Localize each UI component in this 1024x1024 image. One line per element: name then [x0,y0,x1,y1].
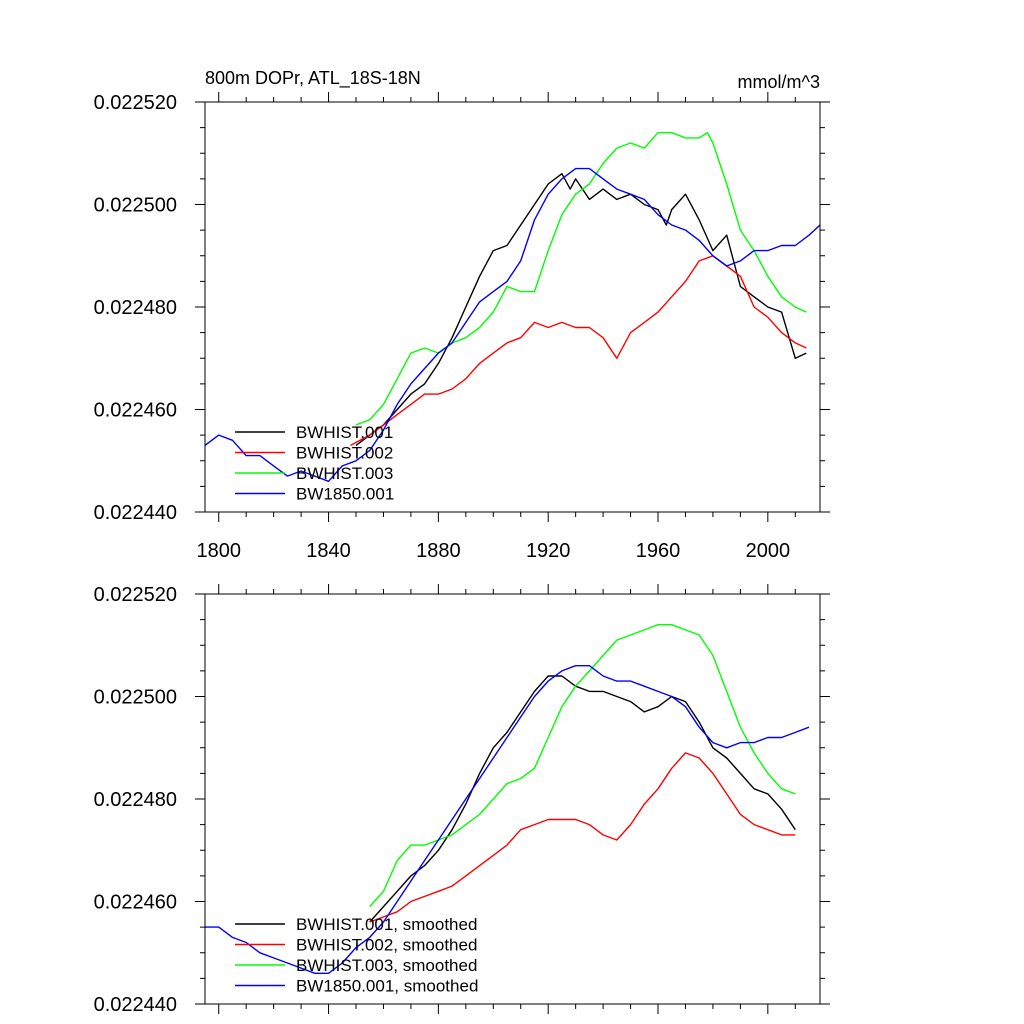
x-tick-label: 1840 [306,540,351,562]
legend-label: BWHIST.002 [296,444,393,463]
series-line-3 [369,624,796,908]
legend-label: BWHIST.003, smoothed [296,956,477,975]
x-tick-label: 1800 [196,540,241,562]
bottom-panel: 0.022440 0.022460 0.022480 0.022500 0.022520… [94,584,830,1016]
series-layer [205,624,810,974]
chart-title: 800m DOPr, ATL_18S-18N [205,68,421,89]
series-line-4 [205,167,820,482]
y-tick-label: 0.022480 [94,789,177,811]
series-line-3 [355,132,807,426]
y-tick-label: 0.022500 [94,195,177,217]
series-line-4 [205,665,810,974]
x-tick-label: 1920 [526,540,571,562]
series-line-2 [350,255,807,447]
y-tick-label: 0.022520 [94,584,177,606]
top-panel: 800m DOPr, ATL_18S-18N mmol/m^3 0.022440… [94,68,830,562]
series-line-2 [369,752,796,923]
y-tick-label: 0.022440 [94,502,177,524]
x-tick-label: 1960 [636,540,681,562]
tick-marks [195,92,830,522]
y-tick-label: 0.022460 [94,400,177,422]
x-tick-label: 2000 [746,540,791,562]
x-tick-label: 1880 [416,540,461,562]
tick-marks [195,584,830,1014]
legend-label: BW1850.001, smoothed [296,977,478,996]
legend-label: BWHIST.001, smoothed [296,915,477,934]
legend: BWHIST.001, smoothed BWHIST.002, smoothed… [235,915,478,996]
legend-label: BWHIST.002, smoothed [296,936,477,955]
legend-label: BW1850.001 [296,485,394,504]
y-tick-label: 0.022520 [94,92,177,114]
y-tick-label: 0.022500 [94,687,177,709]
y-tick-label: 0.022440 [94,994,177,1016]
legend-label: BWHIST.001 [296,423,393,442]
series-line-1 [369,675,796,923]
legend-label: BWHIST.003 [296,464,393,483]
series-layer [205,132,820,482]
y-tick-label: 0.022480 [94,297,177,319]
y-tick-label: 0.022460 [94,892,177,914]
units-label: mmol/m^3 [738,72,820,92]
